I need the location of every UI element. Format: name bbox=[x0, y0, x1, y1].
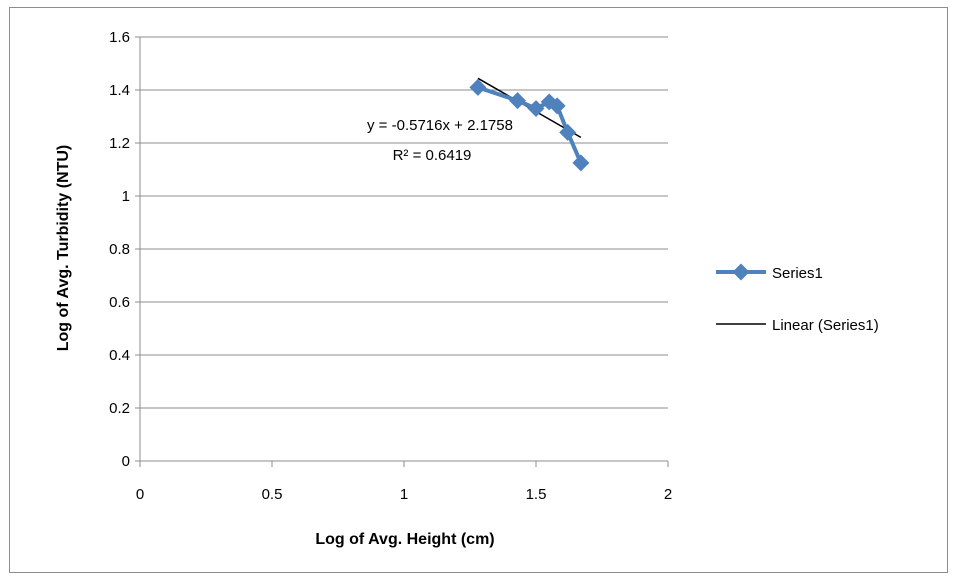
x-tick-label-1: 0.5 bbox=[262, 486, 283, 503]
trendline-equation-label: y = -0.5716x + 2.1758 bbox=[367, 117, 513, 134]
y-axis-title: Log of Avg. Turbidity (NTU) bbox=[55, 145, 72, 351]
y-tick-label-3: 0.6 bbox=[109, 294, 130, 311]
x-tick-label-0: 0 bbox=[136, 486, 144, 503]
chart-frame bbox=[9, 7, 948, 573]
series-layer bbox=[469, 78, 590, 172]
x-tick-label-4: 2 bbox=[664, 486, 672, 503]
x-axis-title: Log of Avg. Height (cm) bbox=[315, 531, 494, 548]
y-tick-labels: 0 0.2 0.4 0.6 0.8 1 1.2 1.4 1.6 bbox=[109, 29, 130, 470]
trendline-r2-label: R² = 0.6419 bbox=[393, 147, 472, 164]
data-point-1 bbox=[509, 92, 527, 110]
y-tick-label-4: 0.8 bbox=[109, 241, 130, 258]
x-tick-label-3: 1.5 bbox=[526, 486, 547, 503]
x-tick-labels: 0 0.5 1 1.5 2 bbox=[136, 486, 672, 503]
legend-series1-marker bbox=[732, 263, 750, 281]
data-point-4 bbox=[548, 97, 566, 115]
y-tick-label-2: 0.4 bbox=[109, 347, 130, 364]
y-tick-label-0: 0 bbox=[122, 453, 130, 470]
legend: Series1 Linear (Series1) bbox=[716, 263, 879, 334]
axes bbox=[135, 36, 669, 467]
x-tick-label-2: 1 bbox=[400, 486, 408, 503]
data-point-2 bbox=[527, 100, 545, 118]
y-tick-label-1: 0.2 bbox=[109, 400, 130, 417]
data-point-0 bbox=[469, 78, 487, 96]
legend-series1-label: Series1 bbox=[772, 265, 823, 282]
y-tick-label-8: 1.6 bbox=[109, 29, 130, 46]
gridlines bbox=[140, 36, 668, 409]
legend-trendline-label: Linear (Series1) bbox=[772, 317, 879, 334]
y-tick-label-7: 1.4 bbox=[109, 82, 130, 99]
y-tick-label-5: 1 bbox=[122, 188, 130, 205]
data-point-6 bbox=[572, 154, 590, 172]
y-tick-label-6: 1.2 bbox=[109, 135, 130, 152]
